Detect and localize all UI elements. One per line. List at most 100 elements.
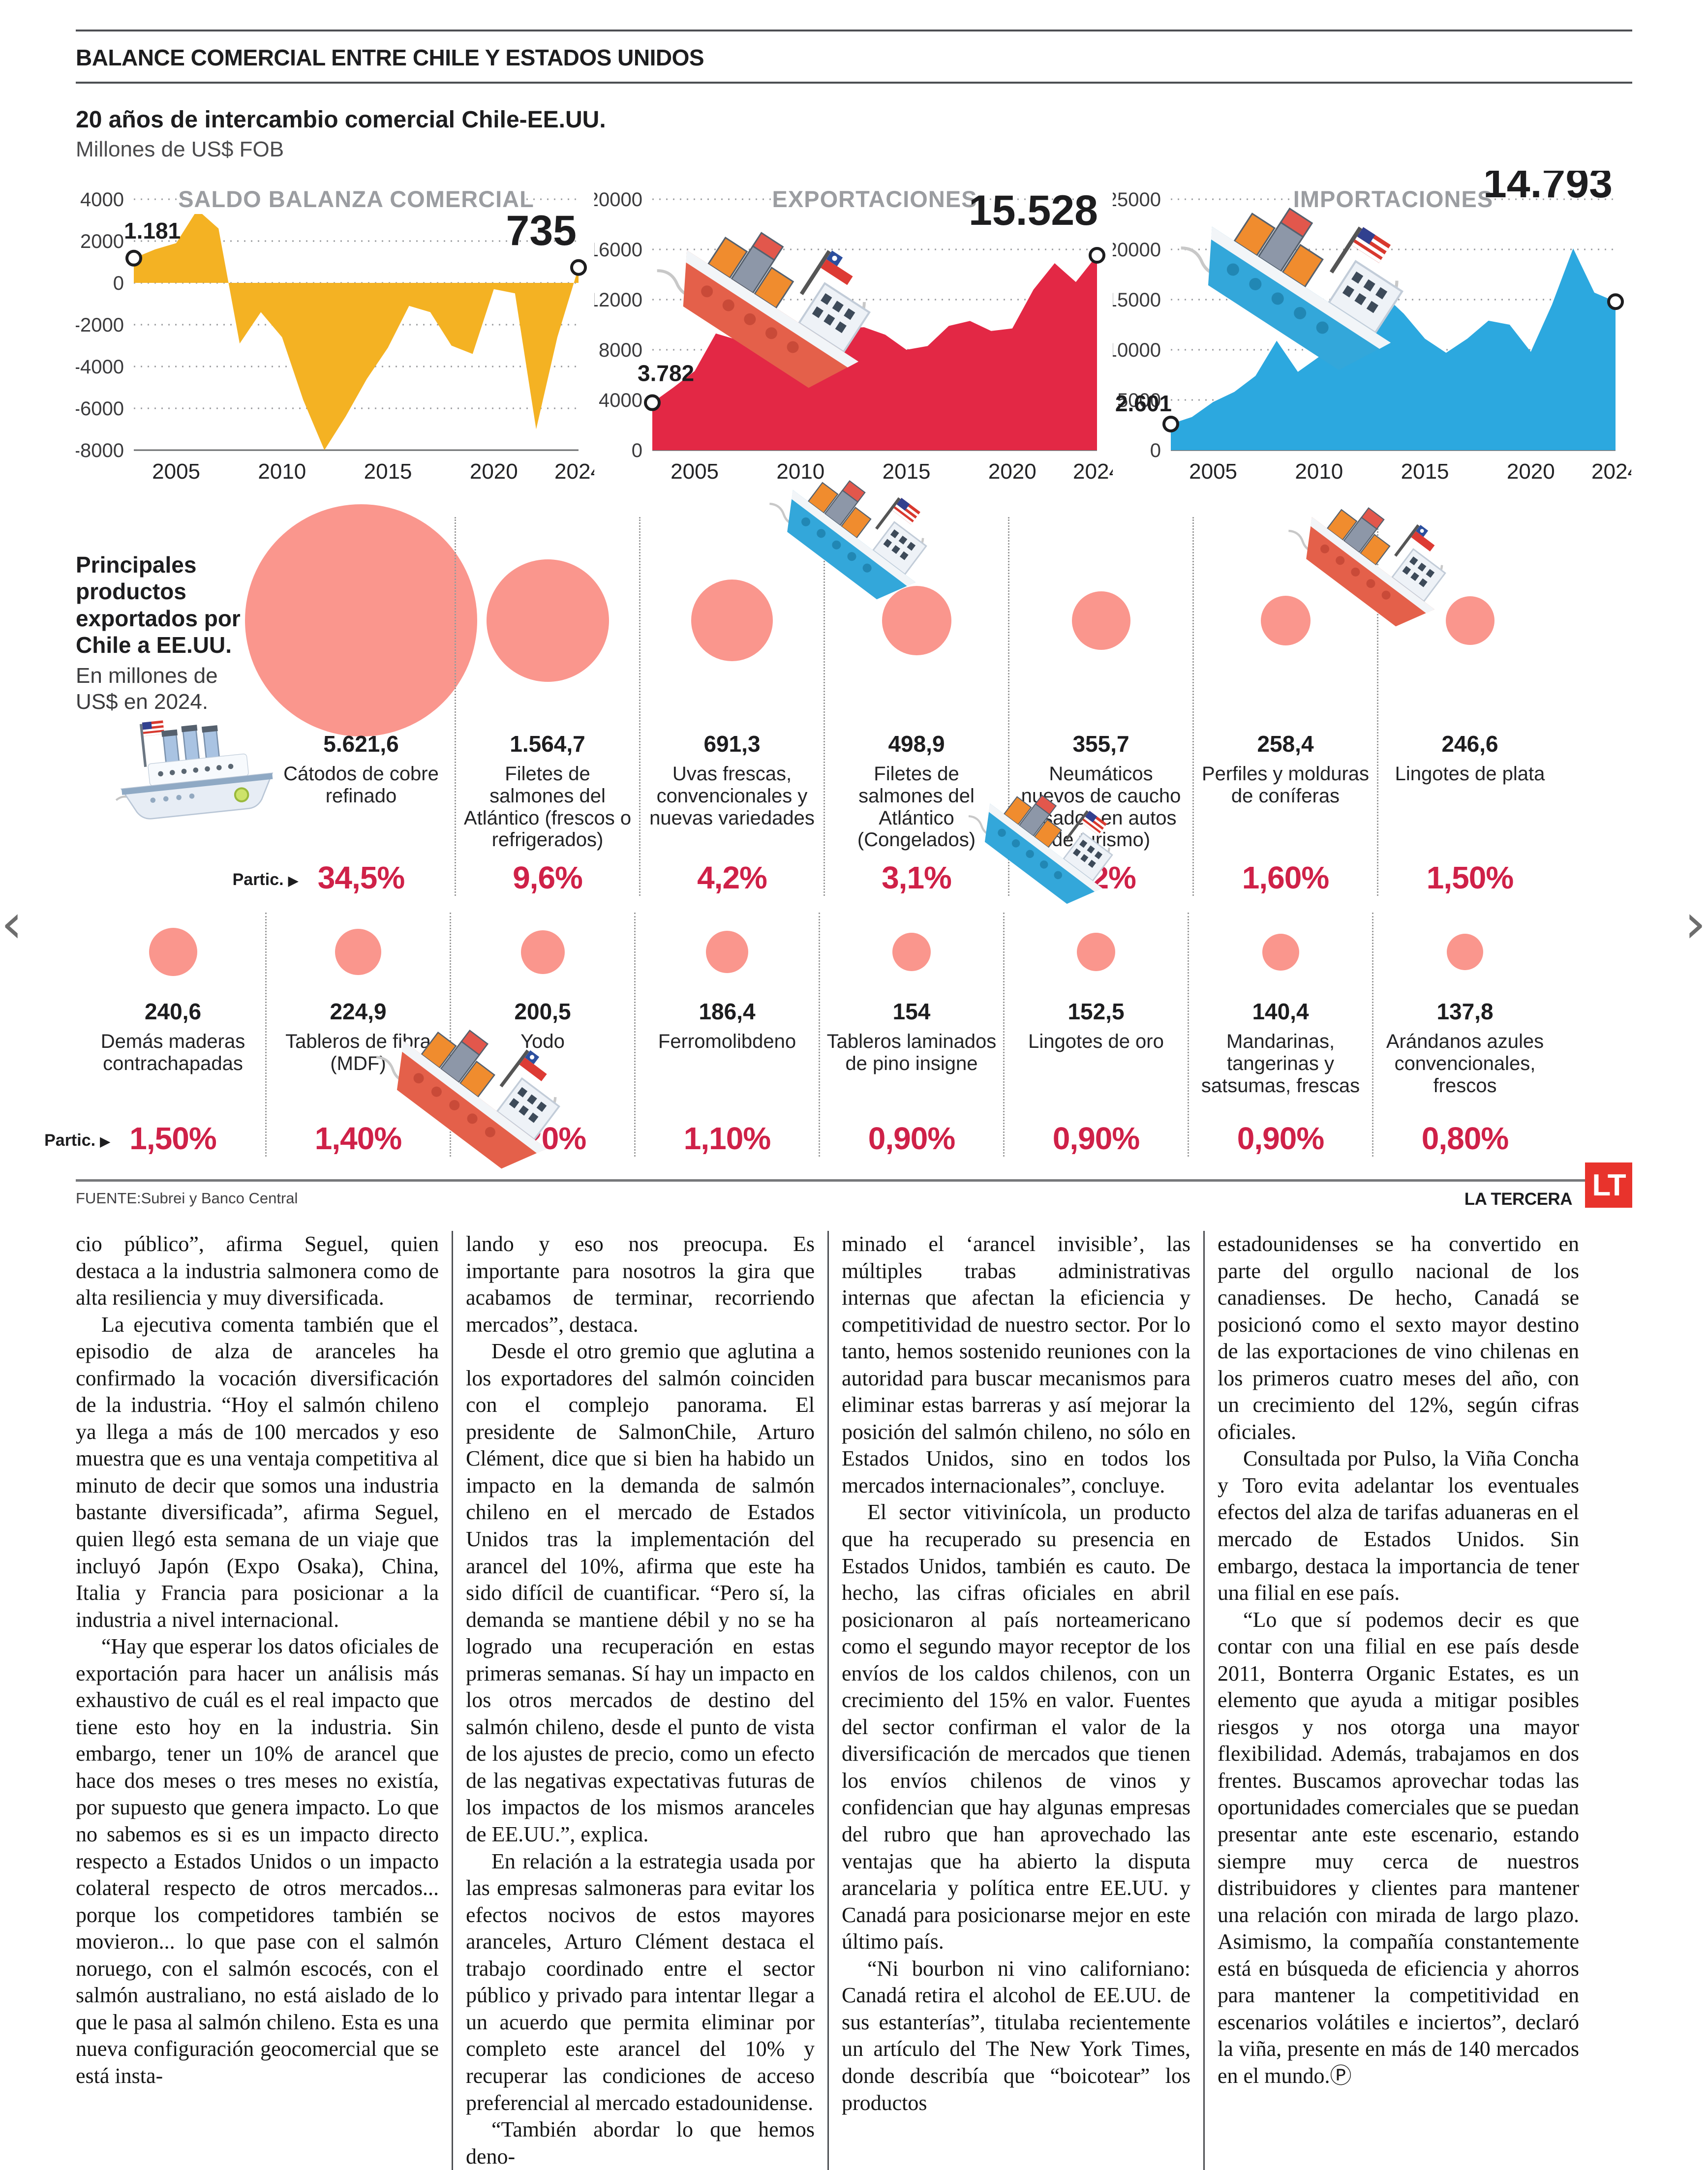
svg-text:4000: 4000: [80, 189, 124, 211]
brand-name: LA TERCERA: [1464, 1190, 1573, 1209]
svg-text:2.601: 2.601: [1115, 391, 1172, 416]
product-cell: 498,9 Filetes de salmones del Atlántico (…: [824, 517, 1008, 896]
svg-text:2024: 2024: [1591, 459, 1631, 484]
product-bubble: [149, 928, 197, 976]
prev-arrow-icon[interactable]: ‹: [1, 892, 23, 955]
product-share-pct: 3,1%: [882, 860, 952, 895]
article-column: estadounidenses se ha convertido en part…: [1203, 1231, 1579, 2170]
svg-text:-2000: -2000: [76, 314, 124, 336]
product-name: Mandarinas, tangerinas y satsumas, fresc…: [1201, 1031, 1360, 1097]
svg-text:10000: 10000: [1113, 339, 1161, 361]
svg-text:2015: 2015: [883, 459, 931, 484]
charts-row: 4000 2000 0 -2000 -4000 -6000 -8000 SALDO BALAN…: [74, 159, 1640, 513]
bubble-row1: 5.621,6 Cátodos de cobre refinado Partic. …: [76, 504, 1632, 896]
infographic: BALANCE COMERCIAL ENTRE CHILE Y ESTADOS …: [0, 30, 1708, 2170]
product-share-pct: 0,90%: [1237, 1121, 1324, 1156]
article-column: minado el ‘arancel invisible’, las múlti…: [827, 1231, 1203, 2170]
product-name: Ferromolibdeno: [658, 1031, 796, 1052]
svg-text:SALDO BALANZA COMERCIAL: SALDO BALANZA COMERCIAL: [178, 186, 534, 212]
product-value: 137,8: [1436, 999, 1494, 1024]
source-row: FUENTE:Subrei y Banco Central LA TERCERA…: [76, 1162, 1632, 1209]
infographic-subtitle: Millones de US$ FOB: [76, 137, 284, 161]
product-name: Filetes de salmones del Atlántico (fresc…: [463, 763, 632, 851]
svg-text:2015: 2015: [1401, 459, 1449, 484]
svg-text:0: 0: [632, 440, 642, 461]
product-share-pct: 4,2%: [697, 860, 767, 895]
svg-text:2000: 2000: [80, 231, 124, 252]
article-paragraph: “Lo que sí podemos decir es que contar c…: [1218, 1607, 1579, 2088]
product-bubble: [691, 580, 773, 661]
article-paragraph: La ejecutiva comenta también que el epis…: [76, 1312, 439, 1632]
product-value: 355,7: [1072, 731, 1129, 757]
product-share-pct: 1,60%: [1242, 860, 1329, 895]
product-value: 246,6: [1441, 731, 1498, 757]
svg-text:2020: 2020: [470, 459, 518, 484]
product-share-pct: 9,6%: [513, 860, 583, 895]
svg-text:3.782: 3.782: [638, 361, 694, 386]
products-intro-title: Principales productos exportados por Chi…: [76, 552, 241, 658]
product-cell: 152,5 Lingotes de oro 0,90%: [1003, 913, 1188, 1157]
product-share-pct: 0,90%: [868, 1121, 955, 1156]
lt-logo: LT: [1585, 1162, 1632, 1208]
product-cell: 140,4 Mandarinas, tangerinas y satsumas, …: [1188, 913, 1372, 1157]
svg-text:2024: 2024: [554, 459, 594, 484]
article-paragraph: En relación a la estrategia usada por la…: [466, 1849, 815, 2115]
svg-text:2010: 2010: [1295, 459, 1343, 484]
svg-text:15.528: 15.528: [969, 187, 1098, 234]
product-name: Neumáticos nuevos de caucho (usados en a…: [1021, 763, 1181, 851]
partic-label: Partic. ▶: [232, 870, 298, 889]
product-share-pct: 1,20%: [499, 1121, 586, 1156]
product-bubble: [486, 559, 609, 682]
product-value: 498,9: [888, 731, 945, 757]
svg-text:2020: 2020: [1507, 459, 1555, 484]
product-share-pct: 1,10%: [683, 1121, 771, 1156]
product-bubble: [1447, 934, 1483, 970]
product-name: Yodo: [520, 1031, 565, 1052]
product-name: Lingotes de plata: [1395, 763, 1545, 785]
svg-text:5000: 5000: [1117, 390, 1161, 411]
section-kicker: BALANCE COMERCIAL ENTRE CHILE Y ESTADOS …: [76, 45, 704, 70]
products-intro-note: En millones de US$ en 2024.: [76, 664, 218, 714]
product-name: Arándanos azules convencionales, frescos: [1386, 1031, 1544, 1097]
svg-text:2005: 2005: [152, 459, 200, 484]
svg-text:16000: 16000: [594, 239, 642, 261]
article-body: cio público”, afirma Seguel, quien desta…: [76, 1231, 1632, 2170]
product-value: 152,5: [1068, 999, 1125, 1024]
svg-text:14.793: 14.793: [1483, 171, 1613, 207]
product-bubble: [1260, 595, 1311, 645]
article-paragraph: cio público”, afirma Seguel, quien desta…: [76, 1232, 439, 1310]
svg-text:-4000: -4000: [76, 356, 124, 378]
source-text: FUENTE:Subrei y Banco Central: [76, 1190, 298, 1207]
article-paragraph: Consultada por Pulso, la Viña Concha y T…: [1218, 1446, 1579, 1605]
product-cell: 224,9 Tableros de fibra (MDF) 1,40%: [265, 913, 450, 1157]
product-bubble: [520, 930, 565, 974]
svg-text:EXPORTACIONES: EXPORTACIONES: [772, 186, 977, 212]
partic-arrow-icon: ▶: [100, 1134, 110, 1149]
svg-text:-8000: -8000: [76, 440, 124, 461]
product-value: 186,4: [699, 999, 756, 1024]
article-paragraph: lando y eso nos preocupa. Es importante …: [466, 1232, 815, 1337]
svg-text:8000: 8000: [599, 339, 642, 361]
product-cell: 137,8 Arándanos azules convencionales, fr…: [1372, 913, 1556, 1157]
product-share-pct: 1,40%: [314, 1121, 402, 1156]
svg-text:IMPORTACIONES: IMPORTACIONES: [1293, 186, 1493, 212]
product-cell: 154 Tableros laminados de pino insigne 0,9…: [819, 913, 1003, 1157]
article-paragraph: “También abordar lo que hemos deno-: [466, 2117, 815, 2169]
product-cell: 1.564,7 Filetes de salmones del Atlántico…: [455, 517, 639, 896]
article-paragraph: “Ni bourbon ni vino californiano: Canadá…: [842, 1956, 1190, 2115]
product-bubble: [335, 929, 381, 975]
product-value: 1.564,7: [510, 731, 585, 757]
product-share-pct: 2,2%: [1066, 860, 1136, 895]
article-paragraph: “Hay que esperar los datos oficiales de …: [76, 1634, 439, 2088]
svg-text:12000: 12000: [594, 289, 642, 311]
svg-text:2010: 2010: [258, 459, 306, 484]
product-bubble: [1071, 591, 1130, 650]
product-share-pct: 0,90%: [1052, 1121, 1140, 1156]
svg-text:2005: 2005: [1189, 459, 1237, 484]
next-arrow-icon[interactable]: ›: [1684, 892, 1706, 955]
product-cell: 240,6 Demás maderas contrachapadas Partic.…: [44, 913, 265, 1157]
svg-text:1.181: 1.181: [124, 218, 181, 244]
